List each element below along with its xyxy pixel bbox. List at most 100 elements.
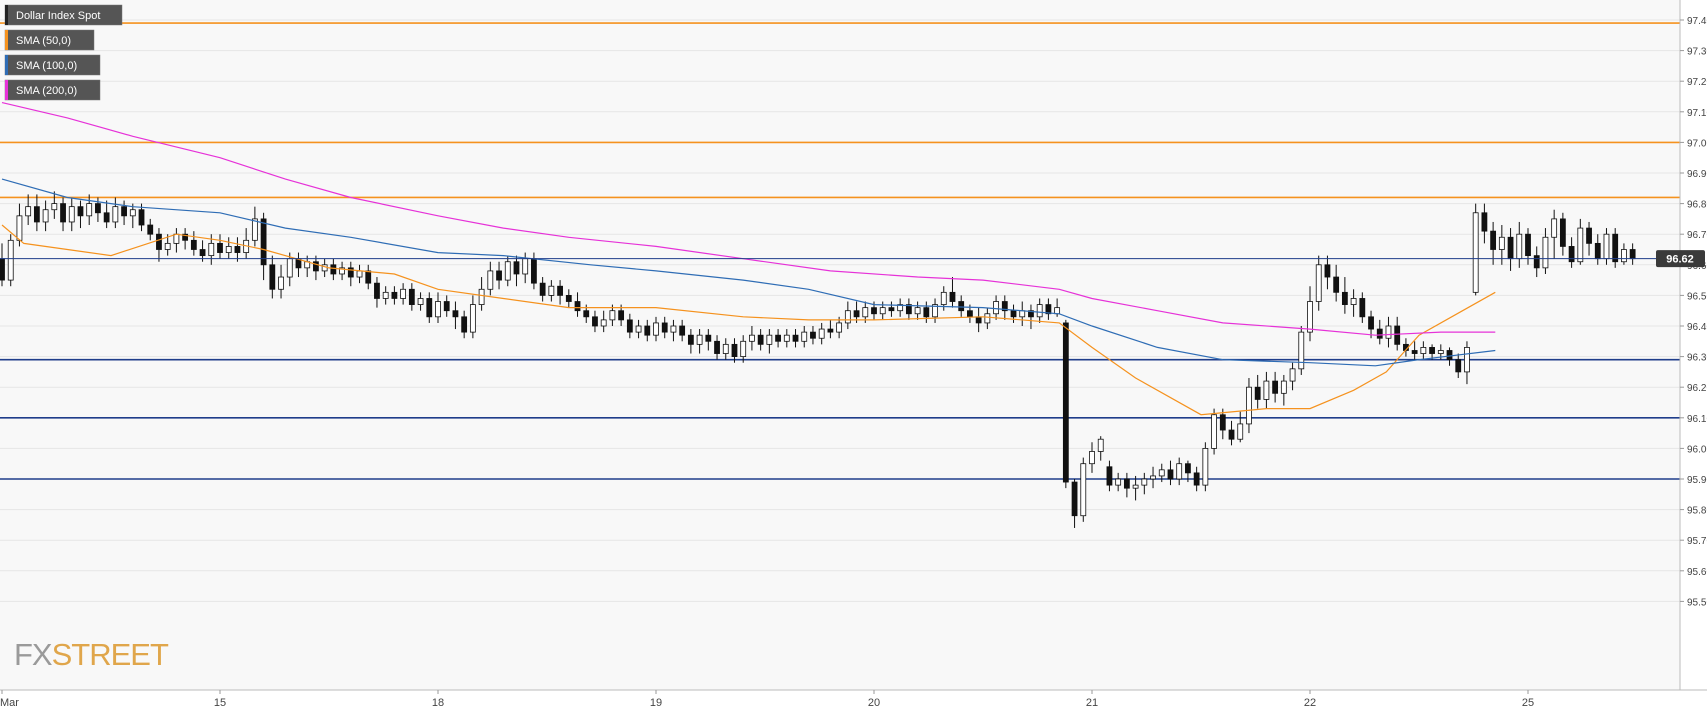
candle-up [1516, 233, 1523, 260]
candle-down [1028, 310, 1034, 318]
candle-up [7, 239, 14, 281]
candlesticks [0, 191, 1636, 528]
candle-down [1001, 301, 1008, 312]
candle-up [1132, 484, 1139, 489]
candle-up [382, 291, 389, 299]
candle-down [1411, 350, 1418, 354]
candle-up [356, 270, 363, 278]
candle-down [182, 233, 189, 241]
candle-down [347, 267, 354, 278]
candle-down [1455, 359, 1462, 373]
y-tick-label: 95.60 [1687, 567, 1707, 578]
sma-200-line [1, 102, 1496, 336]
candle-down [574, 301, 581, 312]
candle-down [365, 270, 372, 284]
candle-down [975, 316, 982, 324]
candle-up [251, 218, 258, 241]
candle-up [400, 288, 407, 299]
candle-up [914, 307, 921, 315]
moving-averages [1, 102, 1496, 416]
candle-down [679, 325, 686, 336]
x-tick-label: 22 [1304, 697, 1316, 709]
candle-up [844, 310, 851, 324]
price-badge: 96.62 [1656, 250, 1705, 268]
candle-up [740, 340, 747, 357]
candle-down [731, 343, 738, 357]
candle-up [1211, 414, 1217, 449]
candle-up [1263, 380, 1270, 400]
x-tick-label: 21 [1086, 697, 1098, 709]
candle-up [940, 291, 947, 305]
x-tick-label: 25 [1522, 697, 1534, 709]
candle-down [853, 310, 860, 318]
candle-up [1551, 218, 1558, 238]
candle-down [1376, 328, 1383, 339]
y-tick-label: 96.80 [1687, 200, 1707, 211]
candle-up [68, 206, 75, 223]
sma-100-line [1, 178, 1496, 367]
candle-down [810, 331, 816, 339]
candle-up [1019, 310, 1026, 318]
candle-down [644, 325, 651, 336]
legend-item[interactable]: Dollar Index Spot [4, 4, 123, 26]
candle-down [452, 310, 459, 318]
candle-up [1054, 307, 1061, 315]
legend-label: SMA (50,0) [16, 35, 71, 47]
candle-up [1158, 469, 1165, 477]
candle-up [1577, 227, 1584, 263]
svg-text:FXSTREET: FXSTREET [14, 637, 169, 672]
candle-down [1254, 386, 1261, 400]
candle-up [836, 322, 843, 333]
candle-up [1141, 478, 1148, 486]
y-tick-label: 96.10 [1687, 414, 1707, 425]
candle-down [792, 334, 799, 342]
y-tick-label: 97.00 [1687, 138, 1707, 149]
candle-down [60, 203, 66, 223]
candle-down [269, 264, 276, 290]
x-tick-label: Mar [0, 697, 19, 709]
y-tick-label: 96.20 [1687, 383, 1707, 394]
legend[interactable]: Dollar Index Spot SMA (50,0) SMA (100,0) SM… [4, 4, 123, 101]
candle-up [1036, 304, 1043, 318]
legend-item[interactable]: SMA (200,0) [4, 79, 101, 101]
candle-down [557, 285, 563, 296]
candle-up [129, 209, 136, 217]
candle-down [1507, 236, 1514, 260]
y-tick-label: 95.90 [1687, 475, 1707, 486]
candle-down [888, 307, 895, 312]
candle-down [1490, 230, 1497, 250]
candle-down [513, 261, 520, 275]
logo-fx: FX [14, 637, 53, 672]
x-tick-label: 19 [650, 697, 662, 709]
candle-up [1298, 331, 1305, 370]
candle-up [487, 270, 494, 290]
candle-down [374, 282, 380, 299]
y-tick-label: 96.00 [1687, 444, 1707, 455]
candle-up [1603, 233, 1610, 260]
candle-down [408, 288, 415, 305]
candle-down [1368, 316, 1374, 330]
candle-up [548, 285, 555, 296]
candle-down [565, 294, 572, 302]
candle-down [661, 322, 668, 333]
candle-down [260, 218, 267, 266]
candle-up [984, 313, 991, 324]
candle-down [121, 206, 127, 217]
candle-up [801, 331, 808, 342]
candle-down [1481, 212, 1488, 232]
candle-down [1010, 310, 1017, 318]
candle-up [862, 307, 869, 318]
legend-item[interactable]: SMA (50,0) [4, 29, 95, 51]
candle-up [1385, 325, 1392, 339]
legend-item[interactable]: SMA (100,0) [4, 54, 101, 76]
y-tick-label: 95.80 [1687, 506, 1707, 517]
candle-down [583, 310, 590, 318]
legend-swatch [5, 80, 8, 100]
candle-down [539, 282, 546, 296]
candle-down [156, 233, 162, 250]
candle-down [217, 242, 223, 253]
candle-up [897, 304, 904, 312]
plot-area [0, 0, 1680, 690]
candle-down [190, 239, 197, 250]
